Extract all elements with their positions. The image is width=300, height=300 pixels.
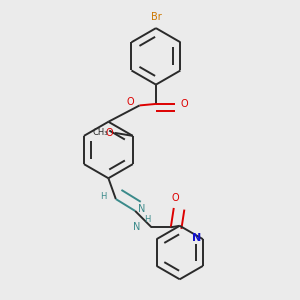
Text: H: H [144, 215, 150, 224]
Text: O: O [172, 193, 179, 202]
Text: O: O [106, 128, 113, 138]
Text: CH₃: CH₃ [92, 128, 108, 137]
Text: N: N [133, 222, 140, 232]
Text: O: O [181, 99, 188, 109]
Text: O: O [127, 98, 134, 107]
Text: N: N [138, 204, 146, 214]
Text: Br: Br [151, 12, 161, 22]
Text: N: N [192, 233, 201, 243]
Text: H: H [100, 192, 107, 201]
